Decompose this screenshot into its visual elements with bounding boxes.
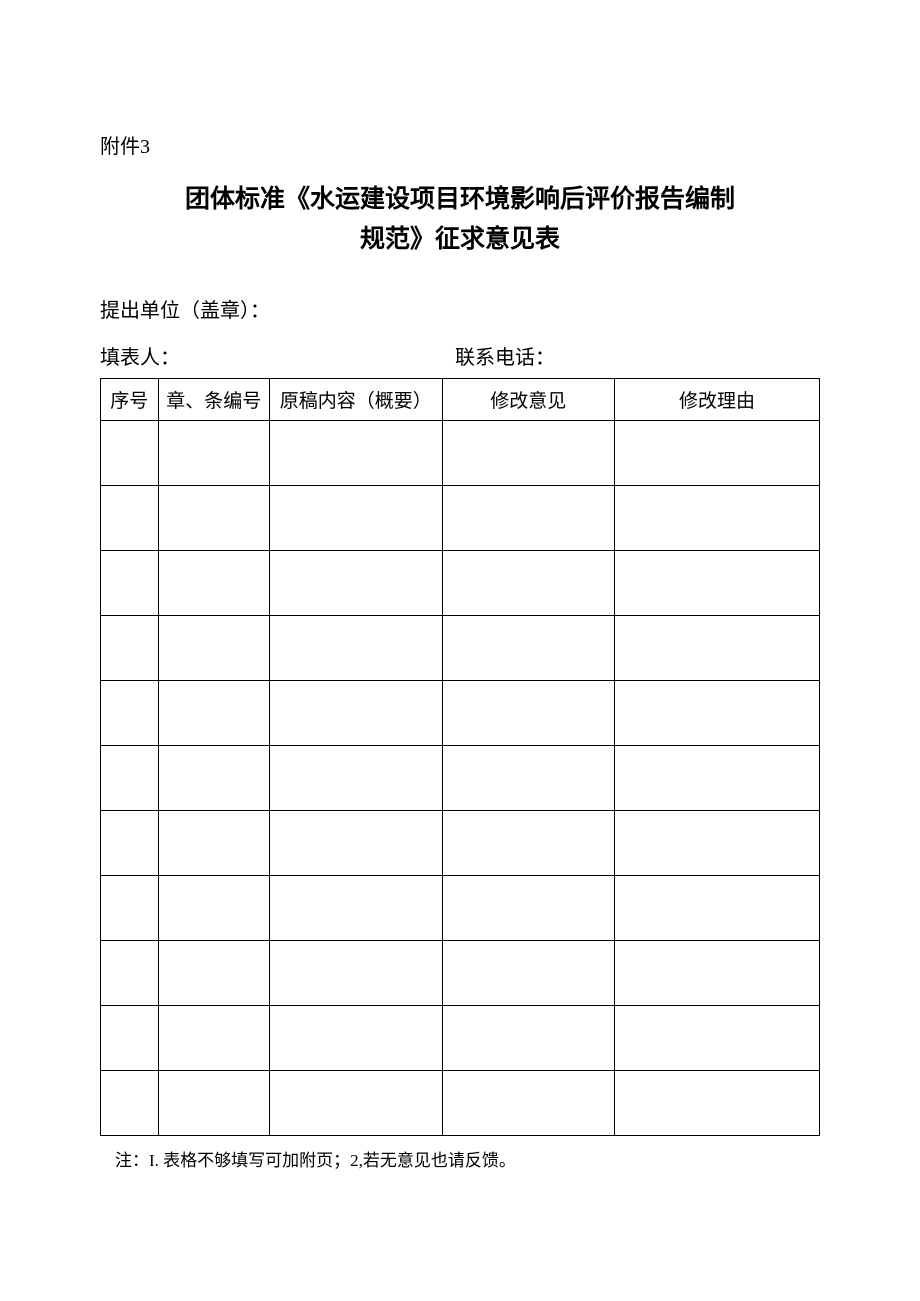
table-row <box>101 551 820 616</box>
table-cell <box>442 681 615 746</box>
table-cell <box>615 876 820 941</box>
table-cell <box>158 421 269 486</box>
table-cell <box>101 616 159 681</box>
table-cell <box>101 1071 159 1136</box>
table-header-row: 序号 章、条编号 原稿内容（概要） 修改意见 修改理由 <box>101 379 820 421</box>
table-cell <box>158 876 269 941</box>
table-cell <box>101 876 159 941</box>
field-submitting-unit: 提出单位（盖章）： <box>100 294 820 323</box>
table-body <box>101 421 820 1136</box>
table-cell <box>101 486 159 551</box>
table-cell <box>615 616 820 681</box>
table-cell <box>615 1071 820 1136</box>
table-cell <box>269 616 442 681</box>
table-cell <box>615 421 820 486</box>
table-cell <box>615 681 820 746</box>
title-line-1: 团体标准《水运建设项目环境影响后评价报告编制 <box>185 185 735 213</box>
table-row <box>101 681 820 746</box>
document-title: 团体标准《水运建设项目环境影响后评价报告编制 规范》征求意见表 <box>100 179 820 259</box>
table-row <box>101 616 820 681</box>
feedback-table: 序号 章、条编号 原稿内容（概要） 修改意见 修改理由 <box>100 378 820 1136</box>
table-cell <box>269 486 442 551</box>
table-cell <box>615 1006 820 1071</box>
title-line-2: 规范》征求意见表 <box>360 225 560 253</box>
table-row <box>101 486 820 551</box>
table-cell <box>615 941 820 1006</box>
table-cell <box>158 616 269 681</box>
table-cell <box>269 876 442 941</box>
col-header-suggestion: 修改意见 <box>442 379 615 421</box>
document-page: 附件3 团体标准《水运建设项目环境影响后评价报告编制 规范》征求意见表 提出单位… <box>0 0 920 1171</box>
table-row <box>101 811 820 876</box>
table-cell <box>269 681 442 746</box>
form-row-filler-phone: 填表人： 联系电话： <box>100 341 820 370</box>
table-cell <box>269 941 442 1006</box>
col-header-original: 原稿内容（概要） <box>269 379 442 421</box>
table-cell <box>158 1071 269 1136</box>
table-cell <box>269 421 442 486</box>
col-header-reason: 修改理由 <box>615 379 820 421</box>
footnote: 注：I. 表格不够填写可加附页；2,若无意见也请反馈。 <box>100 1146 820 1171</box>
table-row <box>101 1071 820 1136</box>
table-cell <box>442 1071 615 1136</box>
table-cell <box>158 746 269 811</box>
table-cell <box>269 746 442 811</box>
table-cell <box>442 486 615 551</box>
table-cell <box>269 1071 442 1136</box>
table-cell <box>442 421 615 486</box>
table-cell <box>442 941 615 1006</box>
table-cell <box>101 1006 159 1071</box>
table-row <box>101 941 820 1006</box>
table-cell <box>101 681 159 746</box>
table-row <box>101 1006 820 1071</box>
table-cell <box>158 681 269 746</box>
col-header-section: 章、条编号 <box>158 379 269 421</box>
table-cell <box>101 746 159 811</box>
table-cell <box>269 811 442 876</box>
table-cell <box>101 421 159 486</box>
table-cell <box>158 811 269 876</box>
table-row <box>101 746 820 811</box>
table-cell <box>442 746 615 811</box>
table-cell <box>101 811 159 876</box>
table-row <box>101 421 820 486</box>
table-cell <box>615 551 820 616</box>
table-cell <box>442 876 615 941</box>
table-cell <box>158 941 269 1006</box>
table-cell <box>615 486 820 551</box>
col-header-index: 序号 <box>101 379 159 421</box>
table-cell <box>158 551 269 616</box>
table-cell <box>269 551 442 616</box>
attachment-label: 附件3 <box>100 130 820 159</box>
table-cell <box>442 811 615 876</box>
field-filler: 填表人： <box>100 341 455 370</box>
table-cell <box>101 551 159 616</box>
table-cell <box>158 486 269 551</box>
table-cell <box>442 616 615 681</box>
field-phone: 联系电话： <box>455 341 820 370</box>
table-row <box>101 876 820 941</box>
table-cell <box>158 1006 269 1071</box>
table-cell <box>269 1006 442 1071</box>
table-cell <box>615 811 820 876</box>
table-cell <box>615 746 820 811</box>
table-cell <box>442 1006 615 1071</box>
table-cell <box>442 551 615 616</box>
table-cell <box>101 941 159 1006</box>
